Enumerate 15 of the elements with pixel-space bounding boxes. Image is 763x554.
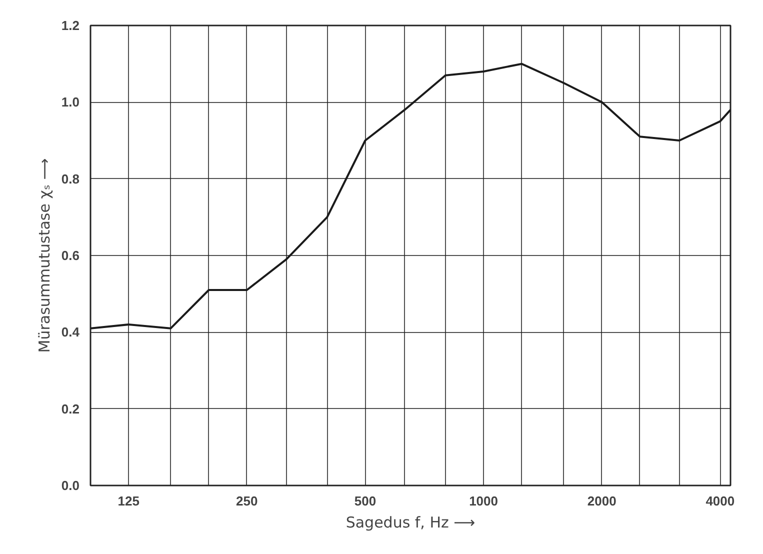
x-tick-label: 1000 bbox=[469, 494, 498, 508]
x-tick-label: 125 bbox=[118, 494, 140, 508]
y-tick-label: 0.6 bbox=[61, 248, 80, 263]
x-tick-label: 500 bbox=[354, 494, 376, 508]
y-tick-label: 0.2 bbox=[61, 401, 80, 416]
y-tick-label: 0.8 bbox=[61, 171, 80, 186]
x-tick-label: 4000 bbox=[706, 494, 735, 508]
x-axis-title: Sagedus f, Hz ⟶ bbox=[346, 514, 476, 532]
y-axis-title: Mürasummutustase χₛ ⟶ bbox=[35, 158, 54, 353]
y-tick-label: 1.2 bbox=[61, 18, 80, 33]
y-tick-label: 0.0 bbox=[61, 478, 80, 493]
y-tick-label: 0.4 bbox=[61, 324, 80, 340]
x-tick-label: 2000 bbox=[587, 494, 616, 508]
y-tick-label: 1.0 bbox=[61, 94, 80, 110]
x-tick-label: 250 bbox=[236, 494, 258, 508]
